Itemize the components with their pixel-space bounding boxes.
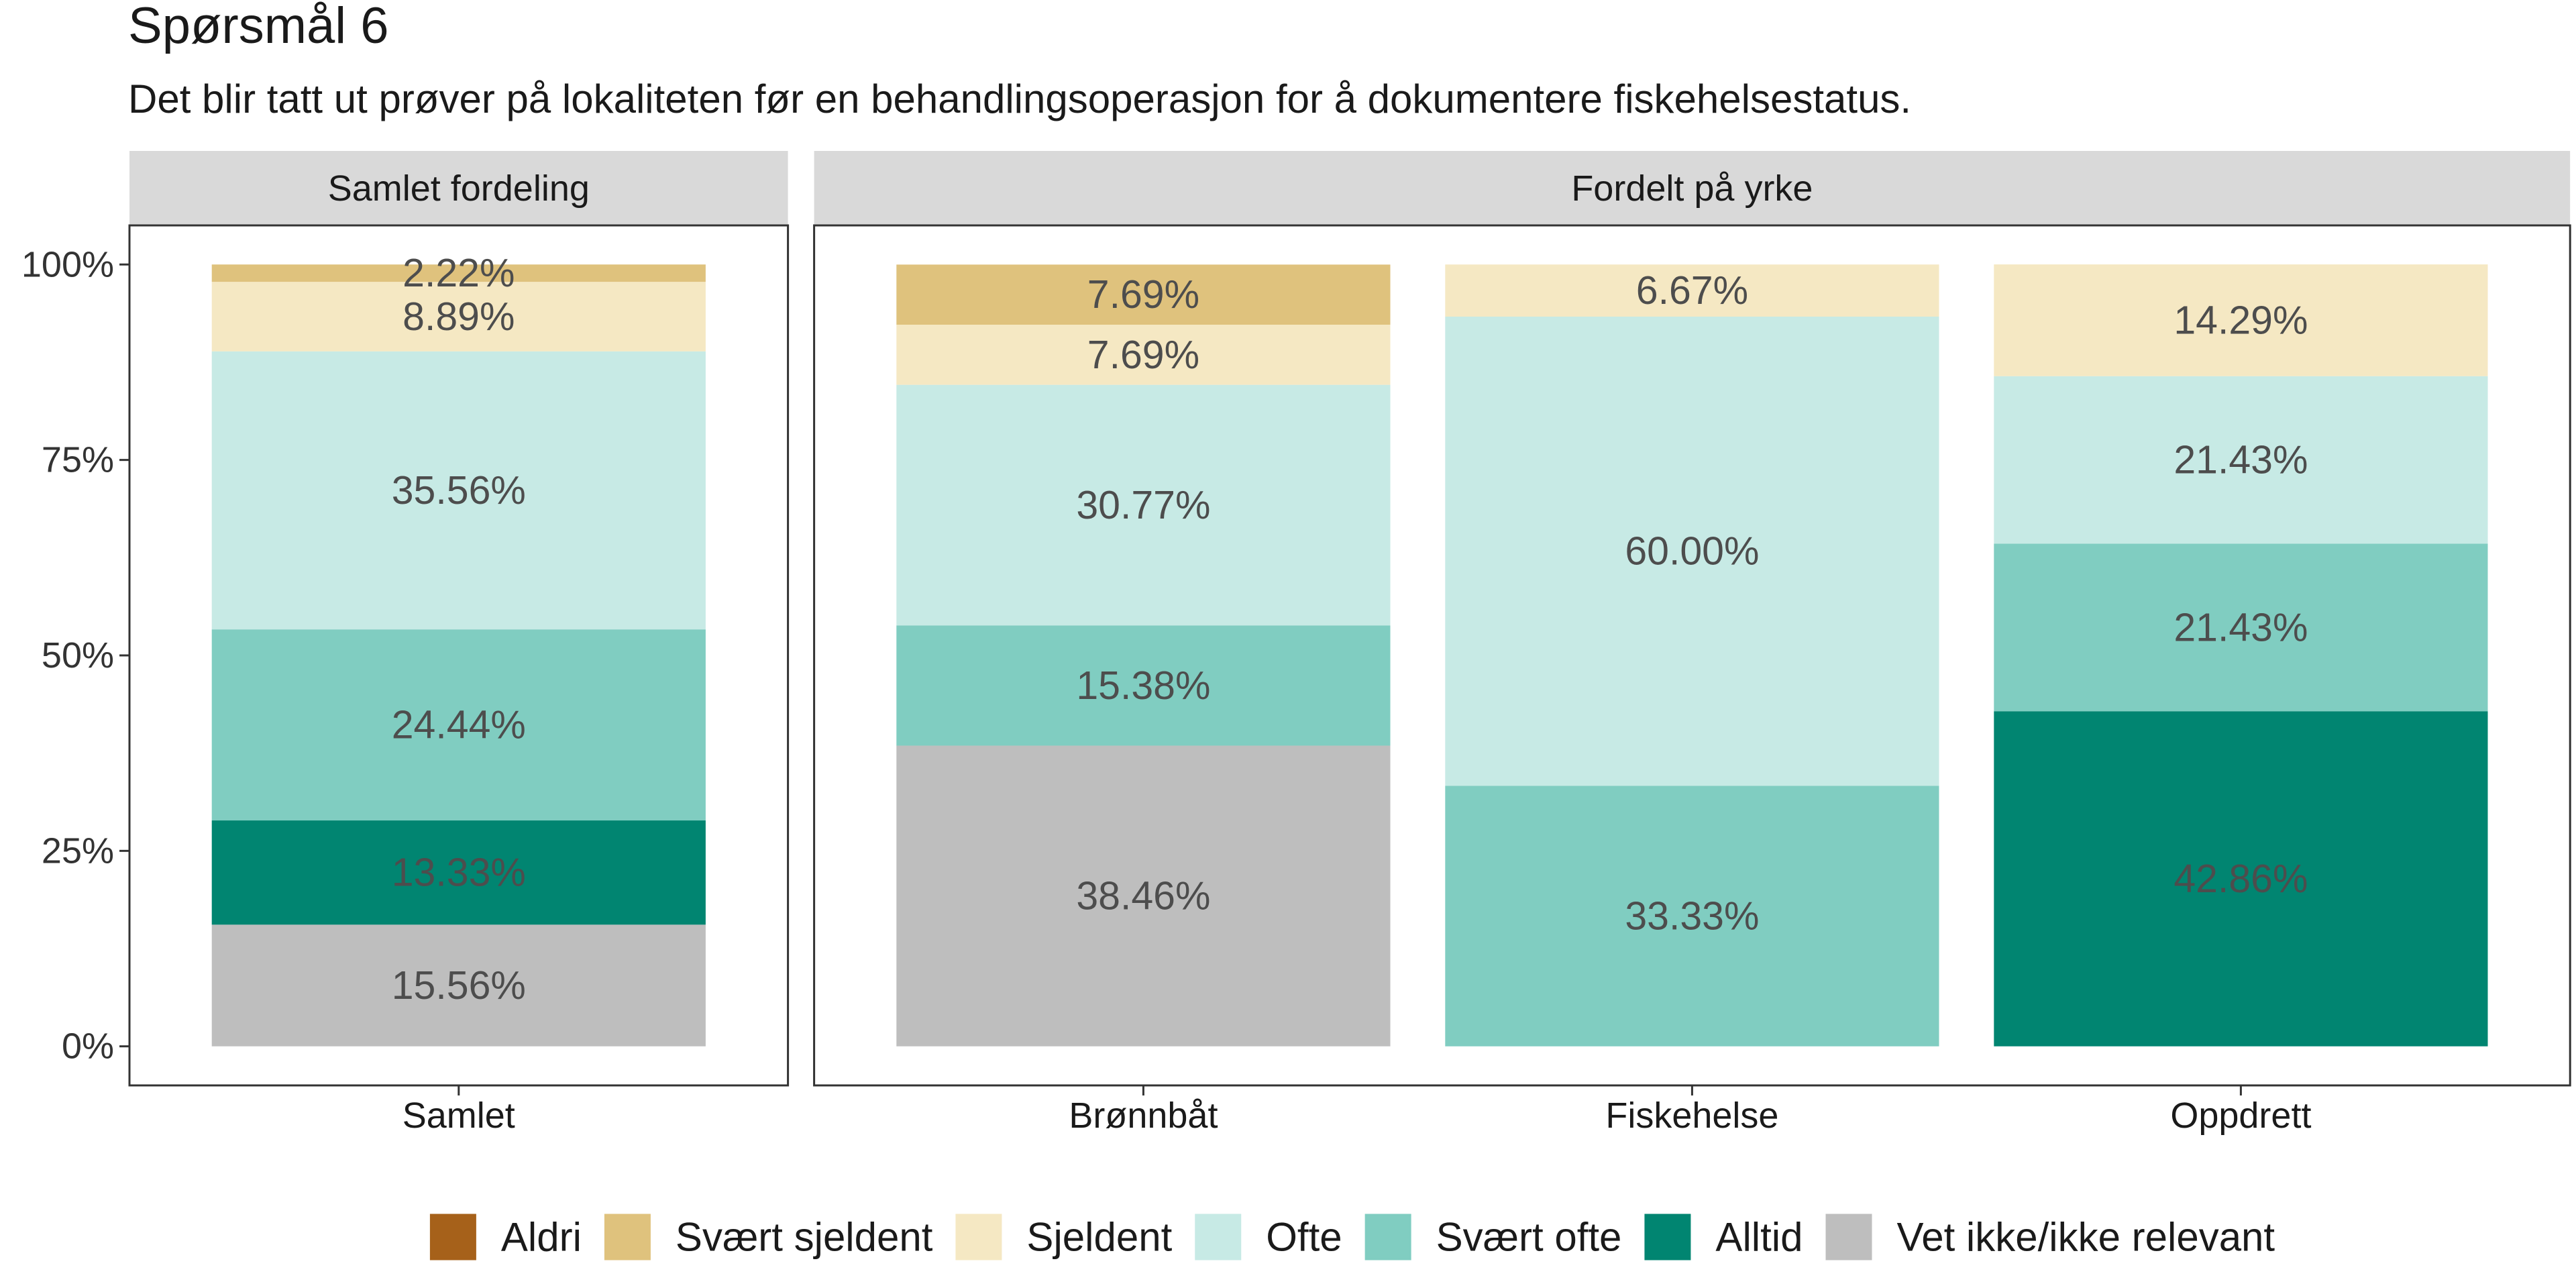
legend-label: Aldri (501, 1215, 582, 1260)
legend-key (1644, 1214, 1691, 1260)
legend-label: Sjeldent (1026, 1215, 1172, 1260)
data-label: 42.86% (2174, 857, 2308, 901)
data-label: 2.22% (402, 251, 515, 295)
bar-segment (211, 351, 706, 630)
data-label: 60.00% (1625, 529, 1759, 574)
bar-segment (1994, 264, 2488, 376)
data-label: 38.46% (1076, 874, 1210, 918)
x-tick-label: Oppdrett (2170, 1095, 2311, 1136)
data-label: 33.33% (1625, 894, 1759, 938)
bar-segment (896, 625, 1391, 746)
chart-title: Spørsmål 6 (128, 0, 389, 54)
data-label: 24.44% (392, 703, 526, 747)
legend-key (1825, 1214, 1872, 1260)
data-label: 21.43% (2174, 438, 2308, 482)
x-tick-label: Brønnbåt (1069, 1095, 1218, 1136)
legend-key (604, 1214, 651, 1260)
data-label: 7.69% (1087, 333, 1199, 377)
bar-segment (896, 745, 1391, 1046)
y-tick-label: 100% (21, 244, 114, 284)
legend-label: Alltid (1715, 1215, 1803, 1260)
bar-segment (211, 629, 706, 821)
data-label: 15.56% (392, 963, 526, 1008)
bar-segment (1445, 786, 1939, 1046)
data-label: 7.69% (1087, 272, 1199, 317)
legend-label: Svært ofte (1436, 1215, 1622, 1260)
bar-segment (896, 384, 1391, 626)
chart-subtitle: Det blir tatt ut prøver på lokaliteten f… (128, 76, 1911, 121)
strip (814, 151, 2571, 225)
y-tick-label: 0% (62, 1026, 114, 1067)
y-tick-label: 75% (42, 440, 114, 480)
x-tick-label: Samlet (402, 1095, 515, 1136)
data-label: 15.38% (1076, 663, 1210, 708)
legend-key (429, 1214, 476, 1260)
y-tick-label: 25% (42, 830, 114, 871)
data-label: 35.56% (392, 468, 526, 513)
legend-key (1195, 1214, 1242, 1260)
data-label: 8.89% (402, 294, 515, 339)
data-label: 13.33% (392, 851, 526, 895)
strip-label: Samlet fordeling (328, 168, 590, 209)
bar-segment (211, 282, 706, 352)
bar-segment (1994, 543, 2488, 712)
bar-segment (211, 924, 706, 1046)
bar-segment (896, 325, 1391, 385)
panel-border (128, 224, 790, 1087)
bar-segment (1445, 317, 1939, 786)
data-label: 6.67% (1636, 268, 1748, 313)
bar-segment (1994, 376, 2488, 544)
data-label: 30.77% (1076, 483, 1210, 527)
bar-segment (1994, 711, 2488, 1046)
panel-border (813, 224, 2571, 1087)
legend-label: Ofte (1266, 1215, 1342, 1260)
strip-label: Fordelt på yrke (1571, 168, 1813, 209)
strip (129, 151, 788, 225)
y-tick-label: 50% (42, 635, 114, 676)
bar-segment (211, 820, 706, 925)
x-tick-label: Fiskehelse (1605, 1095, 1778, 1136)
bar-segment (211, 264, 706, 282)
legend: Aldri Svært sjeldent Sjeldent Ofte Svært oft… (429, 1214, 2275, 1260)
legend-key (955, 1214, 1002, 1260)
legend-label: Vet ikke/ikke relevant (1896, 1215, 2275, 1260)
bar-segment (1445, 264, 1939, 317)
legend-key (1364, 1214, 1411, 1260)
data-label: 21.43% (2174, 605, 2308, 649)
legend-label: Svært sjeldent (676, 1215, 933, 1260)
data-label: 14.29% (2174, 298, 2308, 342)
bar-segment (896, 264, 1391, 325)
